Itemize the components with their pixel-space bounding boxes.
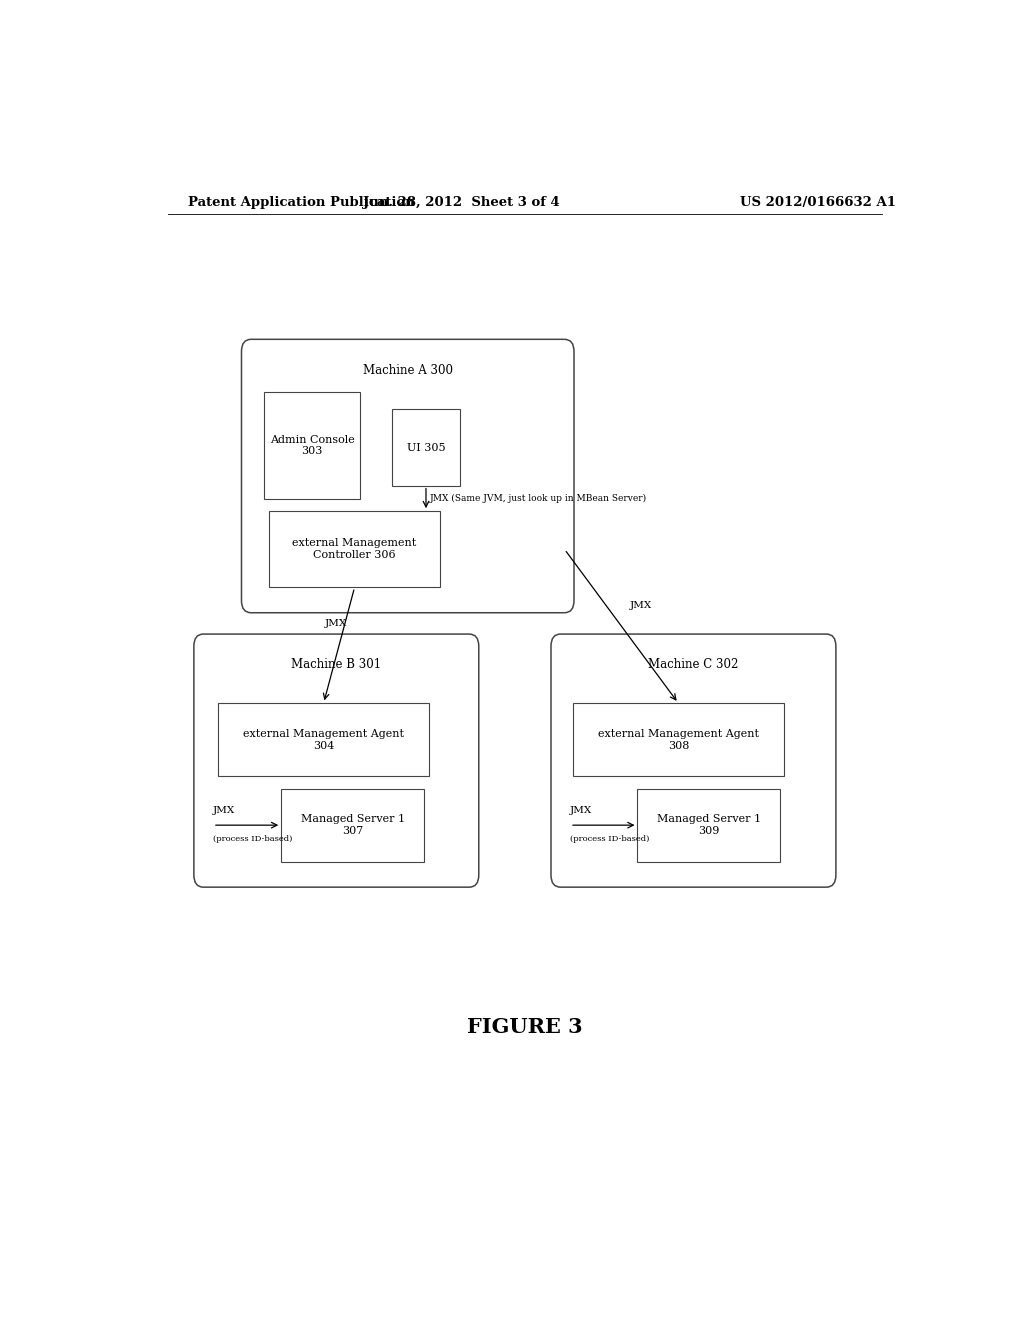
Text: JMX: JMX xyxy=(630,602,652,610)
Text: Admin Console
303: Admin Console 303 xyxy=(269,434,354,457)
Text: Managed Server 1
307: Managed Server 1 307 xyxy=(300,814,404,836)
Text: JMX: JMX xyxy=(570,807,592,814)
Bar xyxy=(282,788,424,862)
Text: (process ID-based): (process ID-based) xyxy=(570,836,649,843)
Text: Machine A 300: Machine A 300 xyxy=(362,364,453,376)
FancyBboxPatch shape xyxy=(551,634,836,887)
Bar xyxy=(269,511,440,587)
Bar xyxy=(392,409,460,486)
Text: Patent Application Publication: Patent Application Publication xyxy=(187,195,415,209)
Text: UI 305: UI 305 xyxy=(407,442,445,453)
Text: US 2012/0166632 A1: US 2012/0166632 A1 xyxy=(740,195,896,209)
Bar xyxy=(264,392,359,499)
Text: Jun. 28, 2012  Sheet 3 of 4: Jun. 28, 2012 Sheet 3 of 4 xyxy=(362,195,560,209)
Text: Machine C 302: Machine C 302 xyxy=(648,659,738,672)
Text: JMX: JMX xyxy=(325,619,347,628)
Text: Machine B 301: Machine B 301 xyxy=(291,659,381,672)
Text: (process ID-based): (process ID-based) xyxy=(213,836,292,843)
Text: Managed Server 1
309: Managed Server 1 309 xyxy=(656,814,761,836)
Text: external Management
Controller 306: external Management Controller 306 xyxy=(293,539,417,560)
Text: JMX: JMX xyxy=(213,807,236,814)
Text: external Management Agent
308: external Management Agent 308 xyxy=(598,729,759,751)
FancyBboxPatch shape xyxy=(194,634,479,887)
Text: external Management Agent
304: external Management Agent 304 xyxy=(243,729,404,751)
Bar xyxy=(218,704,429,776)
Bar xyxy=(638,788,780,862)
Text: JMX (Same JVM, just look up in MBean Server): JMX (Same JVM, just look up in MBean Ser… xyxy=(430,494,647,503)
Text: FIGURE 3: FIGURE 3 xyxy=(467,1018,583,1038)
Bar xyxy=(573,704,783,776)
FancyBboxPatch shape xyxy=(242,339,574,612)
